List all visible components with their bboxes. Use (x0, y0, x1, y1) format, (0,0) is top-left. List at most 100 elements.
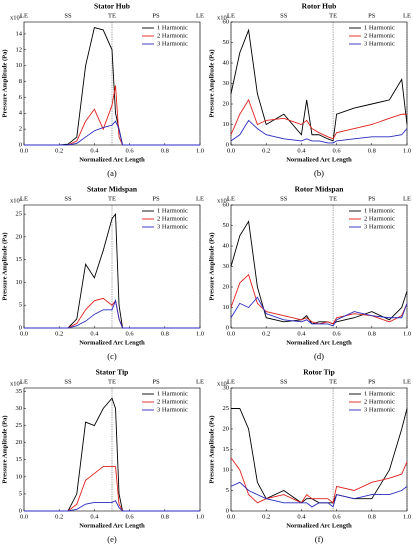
y-tick-label: 10 (16, 279, 23, 286)
y-tick-label: 15 (223, 446, 230, 453)
x-tick-label: 0.4 (297, 147, 306, 154)
x-tick-label: 0.2 (262, 147, 270, 154)
panel-label: (b) (314, 168, 324, 178)
y-tick-label: 10 (223, 304, 230, 311)
y-axis-label: Pressure Amplitude (Pa) (1, 415, 8, 483)
plot-frame (23, 21, 201, 146)
x-tick-label: 0.2 (55, 330, 63, 337)
legend-label: 1 Harmonic (364, 207, 395, 214)
region-label: SS (280, 378, 288, 385)
panel-label: (d) (314, 351, 324, 361)
x-tick-label: 1.0 (403, 513, 411, 520)
legend-label: 1 Harmonic (364, 390, 395, 397)
region-label: TE (108, 12, 116, 19)
y-tick-label: 25 (16, 422, 23, 429)
x-tick-label: 0.8 (161, 330, 169, 337)
chart-title: Stator Tip (96, 368, 129, 377)
x-tick-label: 1.0 (196, 330, 204, 337)
y-tick-label: 0 (19, 324, 22, 331)
y-tick-label: 0 (226, 507, 229, 514)
legend-label: 1 Harmonic (157, 390, 188, 397)
x-tick-label: 1.0 (403, 147, 411, 154)
region-label: SS (64, 12, 72, 19)
y-tick-label: 25 (16, 211, 23, 218)
x-axis-label: Normalized Arc Length (79, 522, 145, 529)
x-axis-label: Normalized Arc Length (286, 339, 352, 346)
y-tick-label: 30 (223, 263, 230, 270)
region-label: LE (227, 12, 235, 19)
x-tick-label: 0.4 (90, 513, 99, 520)
region-label: PS (152, 378, 160, 385)
region-label: TE (108, 378, 116, 385)
region-label: LE (403, 12, 411, 19)
series-line (230, 28, 408, 142)
multiplier: x10³ (217, 14, 229, 21)
y-axis-label: Pressure Amplitude (Pa) (208, 49, 215, 117)
y-tick-label: 20 (16, 233, 23, 240)
x-tick-label: 0.8 (161, 513, 169, 520)
x-tick-label: 0.2 (262, 513, 270, 520)
series-line (230, 481, 408, 508)
legend-label: 1 Harmonic (157, 24, 188, 31)
x-tick-label: 0.6 (126, 147, 135, 154)
legend-label: 1 Harmonic (157, 207, 188, 214)
series-line (230, 220, 408, 325)
series-line (230, 296, 408, 327)
y-tick-label: 20 (16, 439, 23, 446)
region-label: SS (280, 195, 288, 202)
region-label: PS (152, 12, 160, 19)
x-tick-label: 0.0 (20, 330, 28, 337)
x-tick-label: 0.0 (20, 513, 28, 520)
y-tick-label: 35 (16, 388, 23, 395)
y-tick-label: 20 (223, 425, 230, 432)
x-tick-label: 0.0 (227, 513, 235, 520)
multiplier: x10³ (217, 380, 229, 387)
region-label: LE (403, 378, 411, 385)
series-line (24, 299, 200, 329)
x-axis-label: Normalized Arc Length (79, 156, 145, 163)
x-tick-label: 0.0 (227, 330, 235, 337)
series-line (24, 120, 200, 146)
y-tick-label: 4 (19, 110, 23, 117)
panel-label: (c) (107, 351, 117, 361)
series-line (230, 119, 408, 144)
x-tick-label: 1.0 (196, 513, 204, 520)
y-tick-label: 10 (16, 62, 23, 69)
legend-label: 3 Harmonic (364, 223, 395, 230)
multiplier: x10³ (10, 197, 22, 204)
x-tick-label: 0.6 (126, 513, 135, 520)
x-axis-label: Normalized Arc Length (79, 339, 145, 346)
y-tick-label: 0 (19, 507, 22, 514)
y-tick-label: 40 (223, 59, 230, 66)
x-tick-label: 0.6 (333, 147, 342, 154)
region-label: LE (227, 195, 235, 202)
series-line (230, 457, 408, 504)
chart-title: Stator Hub (94, 2, 130, 11)
x-tick-label: 0.0 (227, 147, 235, 154)
y-tick-label: 10 (223, 466, 230, 473)
plot-frame (23, 387, 201, 512)
y-tick-label: 10 (16, 473, 23, 480)
legend-label: 2 Harmonic (364, 215, 395, 222)
y-tick-label: 30 (16, 405, 23, 412)
legend-label: 3 Harmonic (157, 40, 188, 47)
chart-title: Rotor Hub (302, 2, 337, 11)
legend-label: 2 Harmonic (157, 215, 188, 222)
x-tick-label: 0.4 (297, 330, 306, 337)
region-label: PS (368, 195, 376, 202)
x-tick-label: 0.2 (55, 147, 63, 154)
legend-label: 3 Harmonic (364, 40, 395, 47)
chart-title: Stator Midspan (87, 185, 138, 194)
y-tick-label: 15 (16, 256, 23, 263)
region-label: TE (329, 195, 337, 202)
legend-label: 3 Harmonic (157, 223, 188, 230)
x-tick-label: 0.2 (55, 513, 63, 520)
series-line (230, 98, 407, 140)
y-tick-label: 0 (19, 141, 22, 148)
y-axis-label: Pressure Amplitude (Pa) (1, 49, 8, 117)
